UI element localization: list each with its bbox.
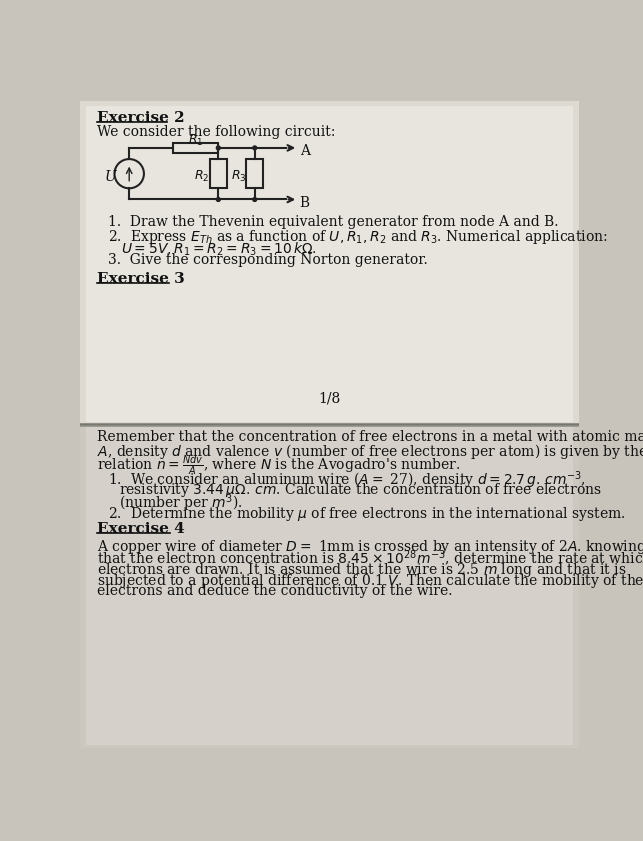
Text: subjected to a potential difference of 0.1 $V$. Then calculate the mobility of t: subjected to a potential difference of 0…: [98, 572, 643, 590]
Text: resistivity $3.44\,\mu\Omega.\,cm$. Calculate the concentration of free electron: resistivity $3.44\,\mu\Omega.\,cm$. Calc…: [119, 480, 602, 499]
Circle shape: [253, 198, 257, 201]
Text: B: B: [300, 196, 310, 209]
Circle shape: [217, 146, 221, 150]
Bar: [80, 425, 579, 748]
Text: A: A: [300, 144, 310, 158]
Text: $U = 5V, R_1 = R_2 = R_3 = 10\,k\Omega.$: $U = 5V, R_1 = R_2 = R_3 = 10\,k\Omega.$: [121, 241, 316, 257]
Text: A copper wire of diameter $D =$ 1mm is crossed by an intensity of 2$A$. knowing: A copper wire of diameter $D =$ 1mm is c…: [98, 537, 643, 556]
Bar: [246, 159, 263, 188]
Text: Exercise 3: Exercise 3: [98, 272, 185, 286]
Text: relation $n = \frac{Ndv}{A}$, where $N$ is the Avogadro's number.: relation $n = \frac{Ndv}{A}$, where $N$ …: [98, 453, 461, 477]
Text: (number per $m^3$).: (number per $m^3$).: [119, 492, 243, 514]
Text: electrons and deduce the conductivity of the wire.: electrons and deduce the conductivity of…: [98, 584, 453, 598]
Text: 2.  Express $E_{Th}$ as a function of $U, R_1, R_2$ and $R_3$. Numerical applica: 2. Express $E_{Th}$ as a function of $U,…: [107, 228, 607, 246]
Text: Exercise 2: Exercise 2: [98, 111, 185, 125]
Text: $A$, density $d$ and valence $v$ (number of free electrons per atom) is given by: $A$, density $d$ and valence $v$ (number…: [98, 442, 643, 461]
Text: electrons are drawn. It is assumed that the wire is 2.5 $m$ long and that it is: electrons are drawn. It is assumed that …: [98, 561, 627, 579]
Bar: [210, 159, 227, 188]
Text: Remember that the concentration of free electrons in a metal with atomic mass: Remember that the concentration of free …: [98, 431, 643, 445]
Bar: [86, 427, 574, 744]
Bar: [80, 101, 579, 425]
Bar: [174, 143, 219, 152]
Text: U: U: [104, 170, 116, 184]
Text: Exercise 4: Exercise 4: [98, 522, 185, 536]
Text: 3.  Give the corresponding Norton generator.: 3. Give the corresponding Norton generat…: [107, 253, 427, 267]
Text: 1.  Draw the Thevenin equivalent generator from node A and B.: 1. Draw the Thevenin equivalent generato…: [107, 215, 558, 229]
Text: $R_1$: $R_1$: [188, 133, 204, 148]
Circle shape: [253, 146, 257, 150]
Bar: [86, 106, 574, 422]
Text: $R_2$: $R_2$: [194, 169, 210, 184]
Text: that the electron concentration is $8.45\times10^{28}m^{-3}$, determine the rate: that the electron concentration is $8.45…: [98, 549, 643, 569]
Text: We consider the following circuit:: We consider the following circuit:: [98, 124, 336, 139]
Circle shape: [217, 198, 221, 201]
Text: 2.  Determine the mobility $\mu$ of free electrons in the international system.: 2. Determine the mobility $\mu$ of free …: [107, 505, 625, 523]
Text: $R_3$: $R_3$: [231, 169, 246, 184]
Text: 1/8: 1/8: [318, 392, 340, 406]
Text: 1.  We consider an aluminum wire ($A =$ 27), density $d = 2.7\,g.\,cm^{-3}$,: 1. We consider an aluminum wire ($A =$ 2…: [107, 469, 585, 490]
